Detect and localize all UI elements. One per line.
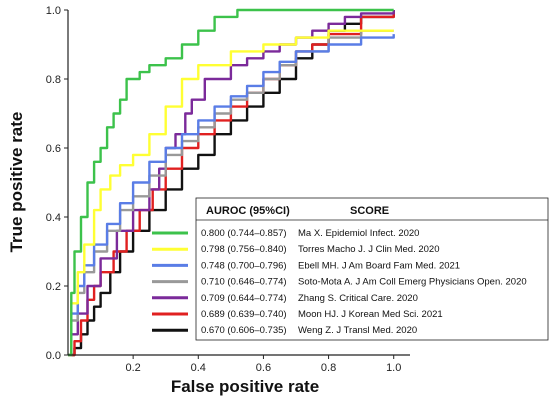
- y-tick-label: 0.2: [46, 281, 61, 293]
- y-tick-label: 0.4: [46, 212, 61, 224]
- x-tick-label: 0.6: [256, 362, 271, 374]
- legend-score-name: Zhang S. Critical Care. 2020: [298, 293, 418, 304]
- roc-curve-1: [68, 8, 394, 357]
- legend-score-name: Moon HJ. J Korean Med Sci. 2021: [298, 309, 443, 320]
- legend-header-auroc: AUROC (95%CI): [206, 205, 290, 217]
- axes-layer: [67, 10, 410, 356]
- x-tick-label: 1.0: [386, 362, 401, 374]
- roc-curve-3: [68, 34, 395, 357]
- legend-auroc: 0.710 (0.646–0.774): [201, 277, 287, 288]
- legend-score-name: Weng Z. J Transl Med. 2020: [298, 325, 417, 336]
- x-tick-label: 0.8: [321, 362, 336, 374]
- legend-auroc: 0.689 (0.639–0.740): [201, 309, 287, 320]
- legend: AUROC (95%CI) SCORE 0.800 (0.744–0.857) M…: [152, 197, 549, 341]
- legend-header-score: SCORE: [350, 205, 389, 217]
- x-tick-label: 0.2: [125, 362, 140, 374]
- x-axis-title: False positive rate: [171, 377, 319, 396]
- legend-auroc: 0.709 (0.644–0.774): [201, 293, 287, 304]
- y-tick-label: 0.8: [46, 74, 61, 86]
- y-tick-label: 0.6: [46, 143, 61, 155]
- x-tick-label: 0.4: [191, 362, 206, 374]
- legend-box: [195, 197, 549, 341]
- legend-score-name: Ebell MH. J Am Board Fam Med. 2021: [298, 260, 460, 271]
- y-tick-label: 1.0: [46, 5, 61, 17]
- y-axis-title: True positive rate: [7, 112, 26, 253]
- legend-score-name: Soto-Mota A. J Am Coll Emerg Physicians …: [298, 277, 527, 288]
- legend-auroc: 0.798 (0.756–0.840): [201, 244, 287, 255]
- roc-curve-5: [68, 10, 395, 357]
- y-tick-label: 0.0: [46, 350, 61, 362]
- legend-auroc: 0.748 (0.700–0.796): [201, 260, 287, 271]
- legend-auroc: 0.670 (0.606–0.735): [201, 325, 287, 336]
- curves-layer: [68, 8, 395, 357]
- ticks-layer: 0.0 0.2 0.4 0.6 0.8 1.0 0.2 0.4 0.6 0.8 1.0: [46, 5, 402, 374]
- legend-score-name: Torres Macho J. J Clin Med. 2020: [298, 244, 440, 255]
- roc-curve-2: [68, 29, 394, 357]
- legend-score-name: Ma X. Epidemiol Infect. 2020: [298, 228, 419, 239]
- legend-auroc: 0.800 (0.744–0.857): [201, 228, 287, 239]
